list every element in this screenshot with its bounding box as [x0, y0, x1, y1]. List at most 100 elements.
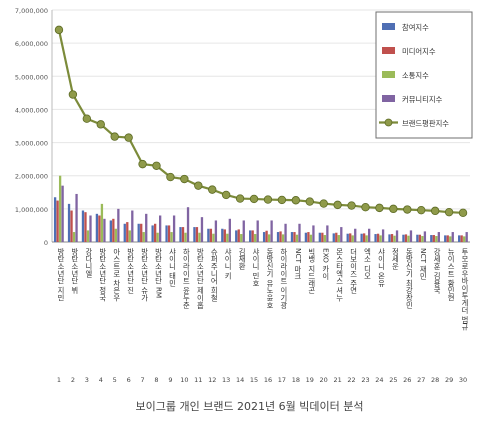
bar	[67, 203, 71, 242]
x-index-label: 3	[85, 376, 89, 384]
bar	[212, 233, 215, 242]
bar	[360, 233, 363, 242]
x-index-label: 24	[375, 376, 383, 384]
bar	[181, 227, 185, 242]
line-point	[221, 190, 231, 200]
line-point	[152, 161, 161, 170]
bar	[444, 235, 447, 242]
bar	[318, 232, 321, 242]
x-index-label: 27	[417, 376, 425, 384]
bar	[295, 234, 299, 242]
bar	[167, 225, 171, 242]
line-point	[333, 200, 342, 210]
y-tick-label: 7,000,000	[15, 7, 48, 15]
x-index-label: 22	[347, 376, 355, 384]
bar	[186, 207, 190, 242]
bar	[337, 235, 340, 242]
x-category-label: 아스트로 차은우	[113, 247, 122, 302]
bar	[381, 229, 385, 242]
bar	[109, 220, 112, 242]
bar	[214, 220, 218, 242]
line-point	[124, 133, 133, 142]
bar	[409, 230, 413, 242]
bar	[112, 218, 115, 242]
bar	[237, 229, 240, 242]
bar	[393, 235, 396, 242]
line-point	[375, 203, 384, 213]
bar	[195, 227, 199, 242]
bar	[126, 222, 129, 242]
bar	[388, 234, 391, 242]
bar	[430, 235, 433, 242]
bar	[172, 215, 176, 242]
bar	[281, 234, 285, 242]
bar	[312, 225, 315, 242]
x-category-label: 방탄소년단 뷔	[71, 247, 80, 295]
line-point	[347, 201, 356, 210]
x-index-label: 26	[403, 376, 411, 384]
line-point	[235, 194, 245, 203]
bar	[117, 208, 120, 242]
line-point	[417, 205, 426, 215]
x-index-label: 2	[71, 376, 75, 384]
bar	[323, 235, 327, 242]
line-point	[110, 132, 119, 141]
y-tick-label: 3,000,000	[15, 140, 48, 148]
bar	[221, 228, 224, 242]
bar	[223, 229, 226, 242]
bar	[332, 233, 335, 242]
bar	[72, 232, 76, 242]
bar	[265, 230, 268, 242]
x-category-label: EXO 카이	[322, 248, 331, 281]
bar	[270, 220, 273, 242]
x-index-label: 30	[459, 376, 467, 384]
bar	[103, 218, 106, 242]
x-category-label: 동방신기 최강창민	[405, 248, 414, 309]
x-category-label: NCT 재민	[419, 248, 428, 280]
bar	[131, 210, 134, 242]
x-index-label: 19	[306, 376, 314, 384]
x-index-label: 18	[292, 376, 300, 384]
bar	[75, 193, 78, 242]
bar	[235, 230, 238, 242]
bar	[460, 235, 463, 242]
x-index-label: 6	[127, 376, 131, 384]
line-point	[361, 202, 370, 212]
x-index-label: 16	[264, 376, 272, 384]
bar	[463, 236, 466, 242]
bar	[321, 232, 324, 242]
x-category-label: 동방신기 유노윤호	[266, 248, 275, 309]
x-index-label: 17	[278, 376, 286, 384]
bar	[89, 215, 92, 242]
x-index-label: 21	[333, 376, 341, 384]
bar	[145, 213, 148, 242]
bar	[458, 235, 461, 242]
bar	[95, 213, 99, 242]
bar	[446, 235, 449, 242]
x-index-label: 4	[99, 376, 103, 384]
bar	[421, 236, 424, 242]
x-category-label: 정세운	[391, 247, 400, 270]
bar	[423, 231, 427, 242]
legend-label: 소통지수	[402, 71, 429, 80]
bar	[70, 210, 73, 242]
bar	[435, 236, 438, 242]
x-category-label: 방탄소년단 지민	[57, 247, 66, 301]
legend-swatch	[382, 47, 395, 54]
x-category-label: 방탄소년단 슈가	[141, 247, 150, 302]
line-point	[166, 172, 175, 182]
x-index-label: 25	[389, 376, 397, 384]
bar	[137, 223, 140, 242]
line-point	[208, 185, 217, 194]
legend-swatch	[382, 23, 395, 30]
line-point	[249, 194, 259, 204]
y-tick-label: 5,000,000	[15, 73, 48, 81]
x-category-label: 방탄소년단 진	[127, 247, 136, 294]
x-index-label: 8	[154, 376, 158, 384]
bar	[242, 220, 245, 242]
line-point	[444, 207, 454, 217]
bar	[254, 234, 257, 242]
bar	[226, 233, 229, 242]
bar	[262, 232, 266, 242]
